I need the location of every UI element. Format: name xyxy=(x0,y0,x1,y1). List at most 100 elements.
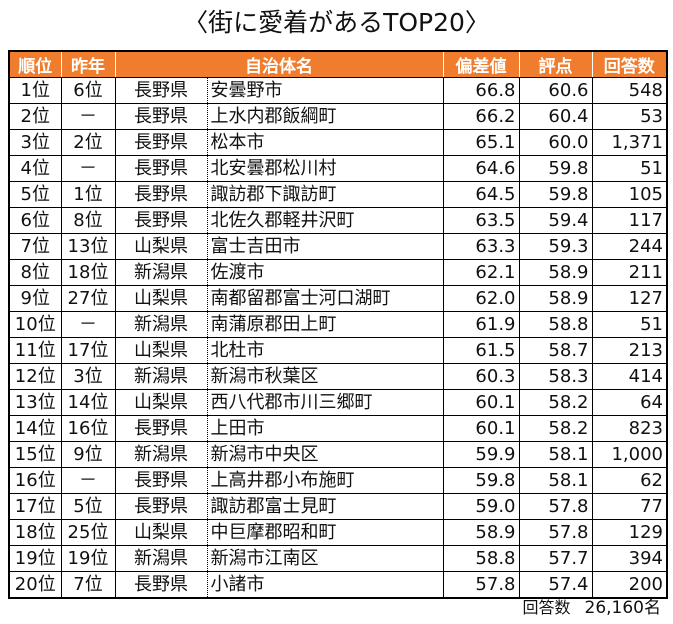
cell-respondents: 77 xyxy=(591,493,667,520)
cell-respondents: 1,000 xyxy=(591,441,667,468)
cell-municipality: 北杜市 xyxy=(206,337,443,364)
header-respondents: 回答数 xyxy=(591,51,667,78)
cell-municipality: 中巨摩郡昭和町 xyxy=(206,519,443,546)
table-body: 1位 6位 長野県 安曇野市 66.8 60.6 548 2位－長野県 上水内郡飯綱町 66.2 6… xyxy=(9,77,667,599)
cell-prev-year: 7位 xyxy=(60,571,115,599)
cell-prev-year: 3位 xyxy=(60,363,115,390)
cell-respondents: 105 xyxy=(591,181,667,208)
cell-score: 59.4 xyxy=(518,207,592,234)
cell-rank: 5位 xyxy=(9,181,61,208)
cell-deviation: 59.8 xyxy=(442,467,519,494)
cell-score: 58.2 xyxy=(518,415,592,442)
cell-respondents: 117 xyxy=(591,207,667,234)
cell-deviation: 66.2 xyxy=(442,103,519,130)
cell-rank: 12位 xyxy=(9,363,61,390)
cell-municipality: 富士吉田市 xyxy=(206,233,443,260)
cell-prev-year: 16位 xyxy=(60,415,115,442)
cell-rank: 15位 xyxy=(9,441,61,468)
cell-deviation: 63.3 xyxy=(442,233,519,260)
cell-municipality: 上田市 xyxy=(206,415,443,442)
cell-respondents: 414 xyxy=(591,363,667,390)
table-row: 7位 13位 山梨県 富士吉田市 63.3 59.3 244 xyxy=(9,233,667,260)
cell-score: 60.4 xyxy=(518,103,592,130)
cell-rank: 19位 xyxy=(9,545,61,572)
cell-prev-year: 19位 xyxy=(60,545,115,572)
cell-deviation: 60.1 xyxy=(442,415,519,442)
cell-municipality: 安曇野市 xyxy=(206,77,443,104)
cell-rank: 9位 xyxy=(9,285,61,312)
cell-prefecture: 長野県 xyxy=(114,77,207,104)
cell-prefecture: 長野県 xyxy=(114,467,207,494)
cell-respondents: 51 xyxy=(591,155,667,182)
cell-score: 59.3 xyxy=(518,233,592,260)
cell-prefecture: 長野県 xyxy=(114,571,207,599)
table-row: 10位－新潟県 南蒲原郡田上町 61.9 58.8 51 xyxy=(9,311,667,338)
header-municipality: 自治体名 xyxy=(114,51,443,78)
cell-respondents: 129 xyxy=(591,519,667,546)
cell-respondents: 64 xyxy=(591,389,667,416)
cell-rank: 3位 xyxy=(9,129,61,156)
header-prev-year: 昨年 xyxy=(60,51,115,78)
cell-deviation: 57.8 xyxy=(442,571,519,599)
cell-municipality: 小諸市 xyxy=(206,571,443,599)
cell-respondents: 62 xyxy=(591,467,667,494)
cell-prefecture: 新潟県 xyxy=(114,311,207,338)
cell-rank: 6位 xyxy=(9,207,61,234)
table-row: 17位 5位 長野県 諏訪郡富士見町 59.0 57.8 77 xyxy=(9,493,667,520)
cell-score: 59.8 xyxy=(518,181,592,208)
cell-rank: 2位 xyxy=(9,103,61,130)
cell-score: 57.8 xyxy=(518,493,592,520)
cell-prev-year: － xyxy=(60,103,115,130)
table-row: 4位－長野県 北安曇郡松川村 64.6 59.8 51 xyxy=(9,155,667,182)
cell-score: 58.9 xyxy=(518,285,592,312)
cell-deviation: 59.9 xyxy=(442,441,519,468)
cell-deviation: 65.1 xyxy=(442,129,519,156)
cell-rank: 17位 xyxy=(9,493,61,520)
header-rank: 順位 xyxy=(9,51,61,78)
cell-municipality: 上高井郡小布施町 xyxy=(206,467,443,494)
cell-deviation: 60.1 xyxy=(442,389,519,416)
cell-score: 57.7 xyxy=(518,545,592,572)
cell-score: 59.8 xyxy=(518,155,592,182)
cell-prev-year: 13位 xyxy=(60,233,115,260)
cell-prefecture: 山梨県 xyxy=(114,337,207,364)
cell-deviation: 59.0 xyxy=(442,493,519,520)
cell-score: 57.4 xyxy=(518,571,592,599)
cell-municipality: 新潟市江南区 xyxy=(206,545,443,572)
cell-prev-year: 18位 xyxy=(60,259,115,286)
cell-score: 58.1 xyxy=(518,441,592,468)
cell-municipality: 佐渡市 xyxy=(206,259,443,286)
cell-deviation: 58.9 xyxy=(442,519,519,546)
table-row: 2位－長野県 上水内郡飯綱町 66.2 60.4 53 xyxy=(9,103,667,130)
table-row: 8位 18位 新潟県 佐渡市 62.1 58.9 211 xyxy=(9,259,667,286)
cell-prefecture: 山梨県 xyxy=(114,233,207,260)
cell-respondents: 211 xyxy=(591,259,667,286)
respondent-total-value: 26,160名 xyxy=(584,598,661,618)
cell-municipality: 諏訪郡富士見町 xyxy=(206,493,443,520)
table-row: 9位 27位 山梨県 南都留郡富士河口湖町 62.0 58.9 127 xyxy=(9,285,667,312)
cell-score: 58.8 xyxy=(518,311,592,338)
cell-prev-year: 5位 xyxy=(60,493,115,520)
cell-prefecture: 山梨県 xyxy=(114,389,207,416)
cell-score: 60.0 xyxy=(518,129,592,156)
table-row: 13位 14位 山梨県 西八代郡市川三郷町 60.1 58.2 64 xyxy=(9,389,667,416)
cell-rank: 10位 xyxy=(9,311,61,338)
cell-deviation: 61.5 xyxy=(442,337,519,364)
cell-prev-year: 14位 xyxy=(60,389,115,416)
cell-deviation: 63.5 xyxy=(442,207,519,234)
table-row: 3位 2位 長野県 松本市 65.1 60.0 1,371 xyxy=(9,129,667,156)
cell-prev-year: 25位 xyxy=(60,519,115,546)
header-score: 評点 xyxy=(518,51,592,78)
cell-municipality: 松本市 xyxy=(206,129,443,156)
cell-prefecture: 長野県 xyxy=(114,103,207,130)
cell-prefecture: 長野県 xyxy=(114,155,207,182)
cell-prefecture: 山梨県 xyxy=(114,285,207,312)
cell-rank: 20位 xyxy=(9,571,61,599)
cell-municipality: 新潟市中央区 xyxy=(206,441,443,468)
cell-deviation: 64.5 xyxy=(442,181,519,208)
table-row: 19位 19位 新潟県 新潟市江南区 58.8 57.7 394 xyxy=(9,545,667,572)
cell-respondents: 1,371 xyxy=(591,129,667,156)
cell-prefecture: 長野県 xyxy=(114,207,207,234)
page-title: 〈街に愛着があるTOP20〉 xyxy=(183,8,490,37)
cell-rank: 8位 xyxy=(9,259,61,286)
